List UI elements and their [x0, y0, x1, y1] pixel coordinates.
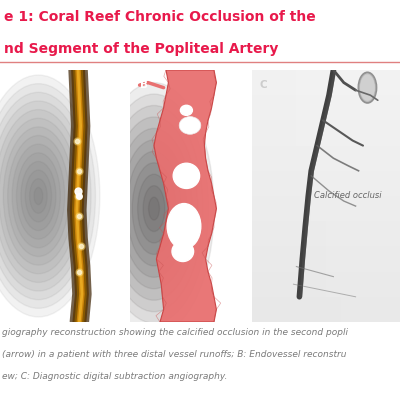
Text: (arrow) in a patient with three distal vessel runoffs; B: Endovessel reconstru: (arrow) in a patient with three distal v… [2, 350, 346, 359]
Circle shape [116, 128, 192, 289]
Circle shape [359, 74, 376, 102]
Circle shape [0, 92, 91, 300]
Circle shape [143, 186, 165, 232]
Circle shape [105, 106, 203, 312]
Circle shape [100, 94, 208, 323]
Text: B: B [140, 80, 148, 90]
Polygon shape [154, 70, 216, 322]
Circle shape [138, 174, 170, 243]
Circle shape [3, 127, 74, 265]
Text: C: C [259, 80, 267, 90]
Circle shape [127, 151, 181, 266]
Ellipse shape [179, 117, 201, 134]
Circle shape [121, 140, 187, 277]
Circle shape [0, 118, 78, 274]
Circle shape [94, 83, 214, 334]
Ellipse shape [173, 163, 200, 188]
Text: nd Segment of the Popliteal Artery: nd Segment of the Popliteal Artery [4, 42, 278, 56]
Text: Calcified occlusi: Calcified occlusi [314, 192, 382, 200]
Text: e 1: Coral Reef Chronic Occlusion of the: e 1: Coral Reef Chronic Occlusion of the [4, 10, 316, 24]
Text: giography reconstruction showing the calcified occlusion in the second popli: giography reconstruction showing the cal… [2, 328, 348, 337]
Circle shape [0, 84, 96, 308]
Ellipse shape [167, 204, 201, 249]
Text: ew; C: Diagnostic digital subtraction angiography.: ew; C: Diagnostic digital subtraction an… [2, 372, 227, 381]
Circle shape [0, 101, 87, 291]
Circle shape [0, 75, 100, 317]
Circle shape [8, 136, 69, 256]
Ellipse shape [172, 241, 194, 262]
Circle shape [0, 110, 82, 282]
Circle shape [148, 197, 160, 220]
Ellipse shape [180, 105, 192, 115]
Circle shape [132, 163, 176, 254]
Circle shape [110, 117, 198, 300]
